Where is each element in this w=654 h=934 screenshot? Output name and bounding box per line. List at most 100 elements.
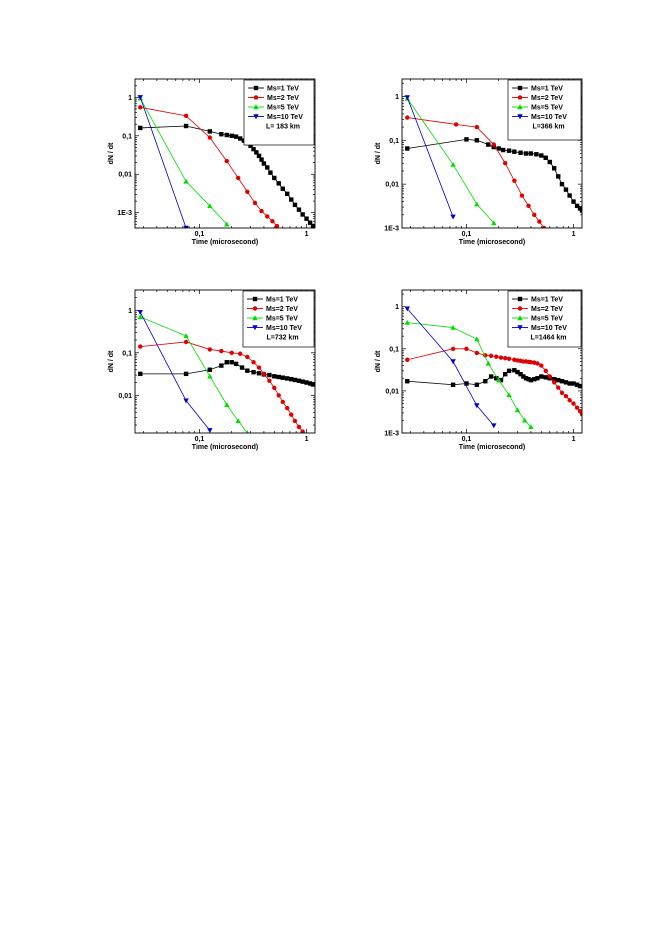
legend-marker xyxy=(517,296,523,302)
data-point xyxy=(285,191,290,197)
data-point xyxy=(280,186,285,191)
data-point xyxy=(137,314,143,320)
data-point xyxy=(526,203,531,209)
data-point xyxy=(248,143,253,148)
data-point xyxy=(506,356,512,361)
x-tick-label: 1 xyxy=(572,231,576,238)
data-point xyxy=(251,369,256,375)
legend-label: Ms=2 TeV xyxy=(266,306,298,313)
data-point xyxy=(224,221,230,227)
data-point xyxy=(474,403,480,409)
data-point xyxy=(518,371,523,377)
data-point xyxy=(498,355,504,360)
series-3 xyxy=(404,95,497,226)
data-point xyxy=(183,123,189,129)
data-point xyxy=(485,360,492,366)
data-point xyxy=(259,208,264,214)
data-point xyxy=(272,175,277,181)
data-point xyxy=(526,376,531,382)
data-point xyxy=(310,223,315,228)
data-point xyxy=(506,392,512,398)
data-point xyxy=(512,178,517,183)
series-4 xyxy=(404,95,456,220)
data-point xyxy=(539,374,544,379)
legend-marker xyxy=(517,325,523,331)
y-tick-label: 0,1 xyxy=(389,346,399,353)
data-point xyxy=(404,306,410,312)
data-point xyxy=(207,347,213,352)
data-point xyxy=(453,122,459,127)
x-tick-label: 1 xyxy=(305,436,309,443)
series-3 xyxy=(137,95,230,227)
x-tick-label: 0,1 xyxy=(462,436,472,443)
legend: Ms=1 TeV Ms=2 TeV Ms=5 TeV Ms=10 TeV L=1464 … xyxy=(507,290,582,348)
data-point xyxy=(310,382,315,387)
data-point xyxy=(521,374,526,379)
data-point xyxy=(539,153,544,158)
data-point xyxy=(207,203,213,209)
data-point xyxy=(138,371,143,377)
series-1 xyxy=(405,368,582,389)
data-point xyxy=(571,199,576,204)
data-point xyxy=(183,339,189,345)
y-axis-title: dN / dt xyxy=(108,142,115,164)
plot-area xyxy=(137,95,315,228)
data-point xyxy=(237,136,243,141)
series-4 xyxy=(137,95,189,228)
chart-panel-1: 0,1 1 1 0,1 0,01 1E-3 Time (microsecond) dN / d… xyxy=(108,78,316,246)
data-point xyxy=(219,363,224,368)
legend-marker xyxy=(253,114,259,120)
data-point xyxy=(556,377,561,383)
data-point xyxy=(474,350,480,356)
data-point xyxy=(571,401,576,406)
data-point xyxy=(559,390,565,396)
legend-label: Ms=1 TeV xyxy=(267,86,299,93)
data-point xyxy=(491,220,497,226)
data-point xyxy=(251,360,256,365)
data-point xyxy=(183,398,189,404)
data-point xyxy=(219,348,224,354)
plot-frame xyxy=(401,289,583,434)
data-point xyxy=(233,134,239,139)
data-point xyxy=(496,146,501,151)
data-point xyxy=(543,368,548,374)
data-point xyxy=(245,368,250,373)
series-3 xyxy=(137,314,249,433)
data-point xyxy=(535,376,540,381)
legend-marker xyxy=(517,85,523,91)
data-point xyxy=(574,405,580,410)
data-point xyxy=(450,346,456,352)
legend-note: L=732 km xyxy=(266,335,298,342)
x-axis-title: Time (microsecond) xyxy=(192,239,258,246)
data-point xyxy=(556,174,561,179)
legend-label: Ms=1 TeV xyxy=(531,297,563,304)
data-point xyxy=(474,201,480,207)
data-point xyxy=(474,124,480,130)
data-point xyxy=(464,381,469,386)
data-point xyxy=(307,381,313,386)
y-axis-title: dN / dt xyxy=(375,350,382,372)
series-2 xyxy=(405,346,582,417)
data-point xyxy=(292,202,298,208)
data-point xyxy=(259,157,264,162)
legend-marker xyxy=(253,85,259,91)
legend-marker xyxy=(517,104,523,110)
data-point xyxy=(552,166,557,171)
data-point xyxy=(280,399,285,405)
data-point xyxy=(404,319,410,325)
data-point xyxy=(207,373,213,379)
data-point xyxy=(464,137,469,142)
data-point xyxy=(245,354,250,360)
data-point xyxy=(274,223,280,228)
x-tick-label: 1 xyxy=(572,436,576,443)
data-point xyxy=(556,385,561,390)
data-point xyxy=(289,412,294,417)
data-point xyxy=(522,417,528,423)
series-1 xyxy=(138,360,315,387)
data-point xyxy=(138,105,143,110)
legend-label: Ms=5 TeV xyxy=(531,105,563,112)
chart-panel-4: 0,1 1 1 0,1 0,01 1E-3 Time (microsecond) dN / d… xyxy=(375,289,583,451)
data-point xyxy=(563,187,569,192)
data-point xyxy=(559,181,565,187)
